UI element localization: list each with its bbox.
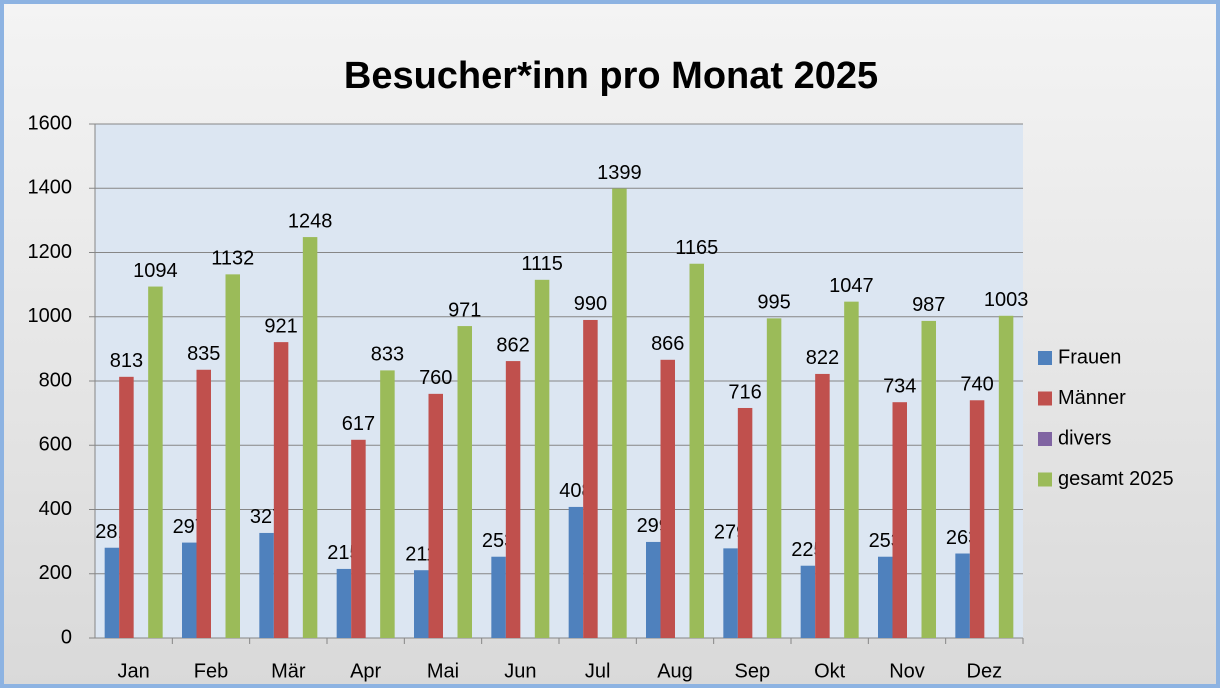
x-tick-label: Apr [350,660,381,682]
x-tick-label: Mär [271,660,306,682]
bar [196,369,211,638]
bar [428,393,443,638]
data-label: 862 [496,334,529,356]
data-label: 1094 [133,260,178,282]
y-tick-label: 0 [61,626,72,648]
bar [414,570,429,638]
x-tick-label: Sep [735,660,771,682]
y-tick-label: 1400 [28,177,73,199]
bar [737,407,753,638]
x-tick-label: Dez [967,660,1003,682]
bar [612,188,627,639]
bar [646,541,661,638]
legend-swatch [1038,472,1052,487]
bar [800,565,816,638]
bar [723,548,738,638]
data-label: 617 [342,413,375,435]
bar [969,400,985,638]
legend-swatch [1038,391,1052,406]
data-label: 813 [110,350,143,372]
bar [336,568,352,638]
bar [815,373,830,638]
x-tick-label: Feb [194,660,228,682]
y-tick-label: 1200 [28,241,73,263]
y-tick-label: 600 [39,434,72,456]
bar [568,506,584,638]
bar [892,402,907,638]
data-label: 987 [912,294,945,316]
x-tick-label: Jun [504,660,536,682]
bar [457,326,472,638]
bar [505,361,521,638]
data-label: 1132 [211,248,254,270]
data-label: 835 [187,343,220,365]
data-label: 1115 [521,253,563,275]
bar [148,286,163,638]
data-label: 1003 [984,289,1029,311]
bar [955,553,970,638]
bar [119,376,134,638]
legend-label: divers [1058,427,1111,449]
x-tick-label: Nov [889,660,925,682]
data-label: 716 [728,381,761,403]
data-label: 734 [883,375,916,397]
data-label: 740 [960,374,993,396]
y-tick-label: 1000 [28,305,73,327]
data-label: 971 [448,299,481,321]
legend-label: Männer [1058,387,1126,409]
x-tick-label: Mai [427,660,459,682]
data-label: 921 [264,315,297,337]
bar [534,279,550,638]
bar [844,301,859,638]
data-label: 990 [574,293,607,315]
x-tick-label: Jul [585,660,611,682]
y-tick-label: 1600 [28,112,73,134]
data-label: 866 [651,333,684,355]
bar [273,342,289,638]
bar [351,439,366,638]
data-label: 822 [806,347,839,369]
bar [380,370,395,638]
bar [766,318,782,638]
data-label: 1399 [597,162,642,184]
legend-swatch [1038,351,1052,365]
chart-title: Besucher*inn pro Monat 2025 [344,55,878,97]
x-tick-label: Aug [657,660,693,682]
bar [583,319,598,638]
bar [689,263,704,638]
y-tick-label: 800 [39,369,72,391]
bar [302,237,318,638]
x-tick-label: Jan [118,660,150,682]
legend-label: gesamt 2025 [1058,468,1174,490]
bar [921,320,936,638]
data-label: 833 [371,344,404,366]
data-label: 760 [419,367,452,389]
data-label: 1047 [829,275,874,297]
bar [998,315,1014,638]
y-tick-label: 400 [39,498,72,520]
bar [182,542,197,638]
bar [491,556,506,638]
data-label: 1248 [288,210,333,232]
legend-swatch [1038,432,1052,446]
bar [259,532,274,638]
bar [660,359,675,638]
bar [878,556,893,638]
data-label: 1165 [675,237,718,259]
x-tick-label: Okt [814,660,846,682]
y-tick-label: 200 [39,562,72,584]
legend-label: Frauen [1058,346,1121,368]
bar [104,547,120,638]
bar [225,274,240,638]
data-label: 995 [757,292,790,314]
